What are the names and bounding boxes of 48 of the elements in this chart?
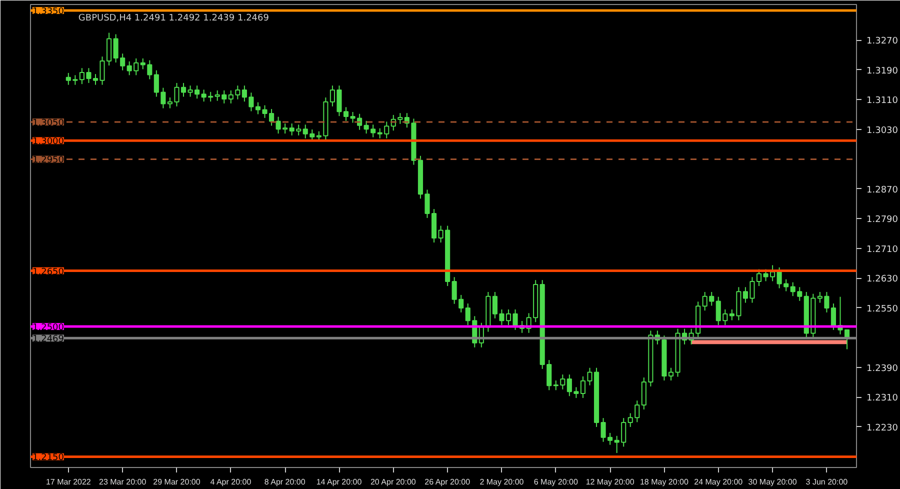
ref-line-label: 1.2150	[32, 453, 64, 464]
y-tick-label: 1.2630	[866, 274, 898, 285]
candlestick	[370, 124, 376, 138]
candlestick	[492, 291, 498, 319]
x-tick-label: 23 Mar 20:00	[99, 478, 147, 486]
candlestick	[302, 124, 308, 139]
x-tick-label: 29 Mar 20:00	[153, 478, 201, 486]
x-tick-label: 3 Jun 20:00	[806, 478, 848, 486]
x-tick-label: 18 May 20:00	[640, 478, 690, 486]
ref-line-label: 1.3350	[32, 6, 64, 17]
ref-line-label: 1.2650	[32, 267, 64, 278]
y-tick-label: 1.2390	[866, 364, 898, 374]
x-tick-label: 17 Mar 2022	[46, 478, 92, 486]
candlestick	[120, 53, 126, 71]
x-tick-label: 26 Apr 20:00	[424, 478, 471, 486]
candlestick	[830, 303, 836, 330]
candlestick	[546, 360, 552, 391]
candlestick	[641, 377, 646, 410]
ref-line-label: 1.2500	[32, 323, 64, 334]
x-tick-label: 14 Apr 20:00	[316, 478, 362, 486]
y-tick-label: 1.2550	[866, 304, 898, 314]
x-tick-label: 12 May 20:00	[586, 478, 635, 486]
x-tick-label: 24 May 20:00	[694, 478, 744, 486]
y-tick-label: 1.2310	[866, 394, 898, 404]
y-tick-label: 1.2790	[866, 215, 898, 226]
candlestick	[113, 34, 118, 64]
y-tick-label: 1.3270	[866, 36, 898, 47]
text: GBPUSD,H4 1.2491 1.2492 1.2439 1.2469	[78, 14, 270, 24]
candlestick	[797, 286, 802, 302]
y-tick-label: 1.3030	[866, 126, 898, 136]
y-tick-label: 1.2870	[866, 185, 898, 196]
y-tick-label: 1.3190	[866, 66, 898, 76]
candlestick	[553, 380, 558, 391]
y-tick-label: 1.3110	[866, 96, 898, 106]
candlestick	[560, 374, 566, 390]
candlestick	[790, 282, 796, 297]
y-tick-label: 1.2710	[866, 244, 898, 255]
candlestick	[364, 120, 369, 134]
x-tick-label: 2 May 20:00	[480, 478, 524, 486]
x-tick-label: 20 Apr 20:00	[370, 478, 416, 486]
x-tick-label: 6 May 20:00	[534, 478, 578, 486]
ref-line-label: 1.3050	[32, 118, 64, 129]
x-tick-label: 4 Apr 20:00	[210, 478, 252, 486]
candlestick	[343, 106, 349, 122]
x-tick-label: 8 Apr 20:00	[264, 478, 306, 486]
ref-line-label: 1.2950	[32, 156, 64, 166]
x-tick-label: 30 May 20:00	[748, 478, 798, 486]
y-tick-label: 1.2230	[866, 423, 898, 434]
